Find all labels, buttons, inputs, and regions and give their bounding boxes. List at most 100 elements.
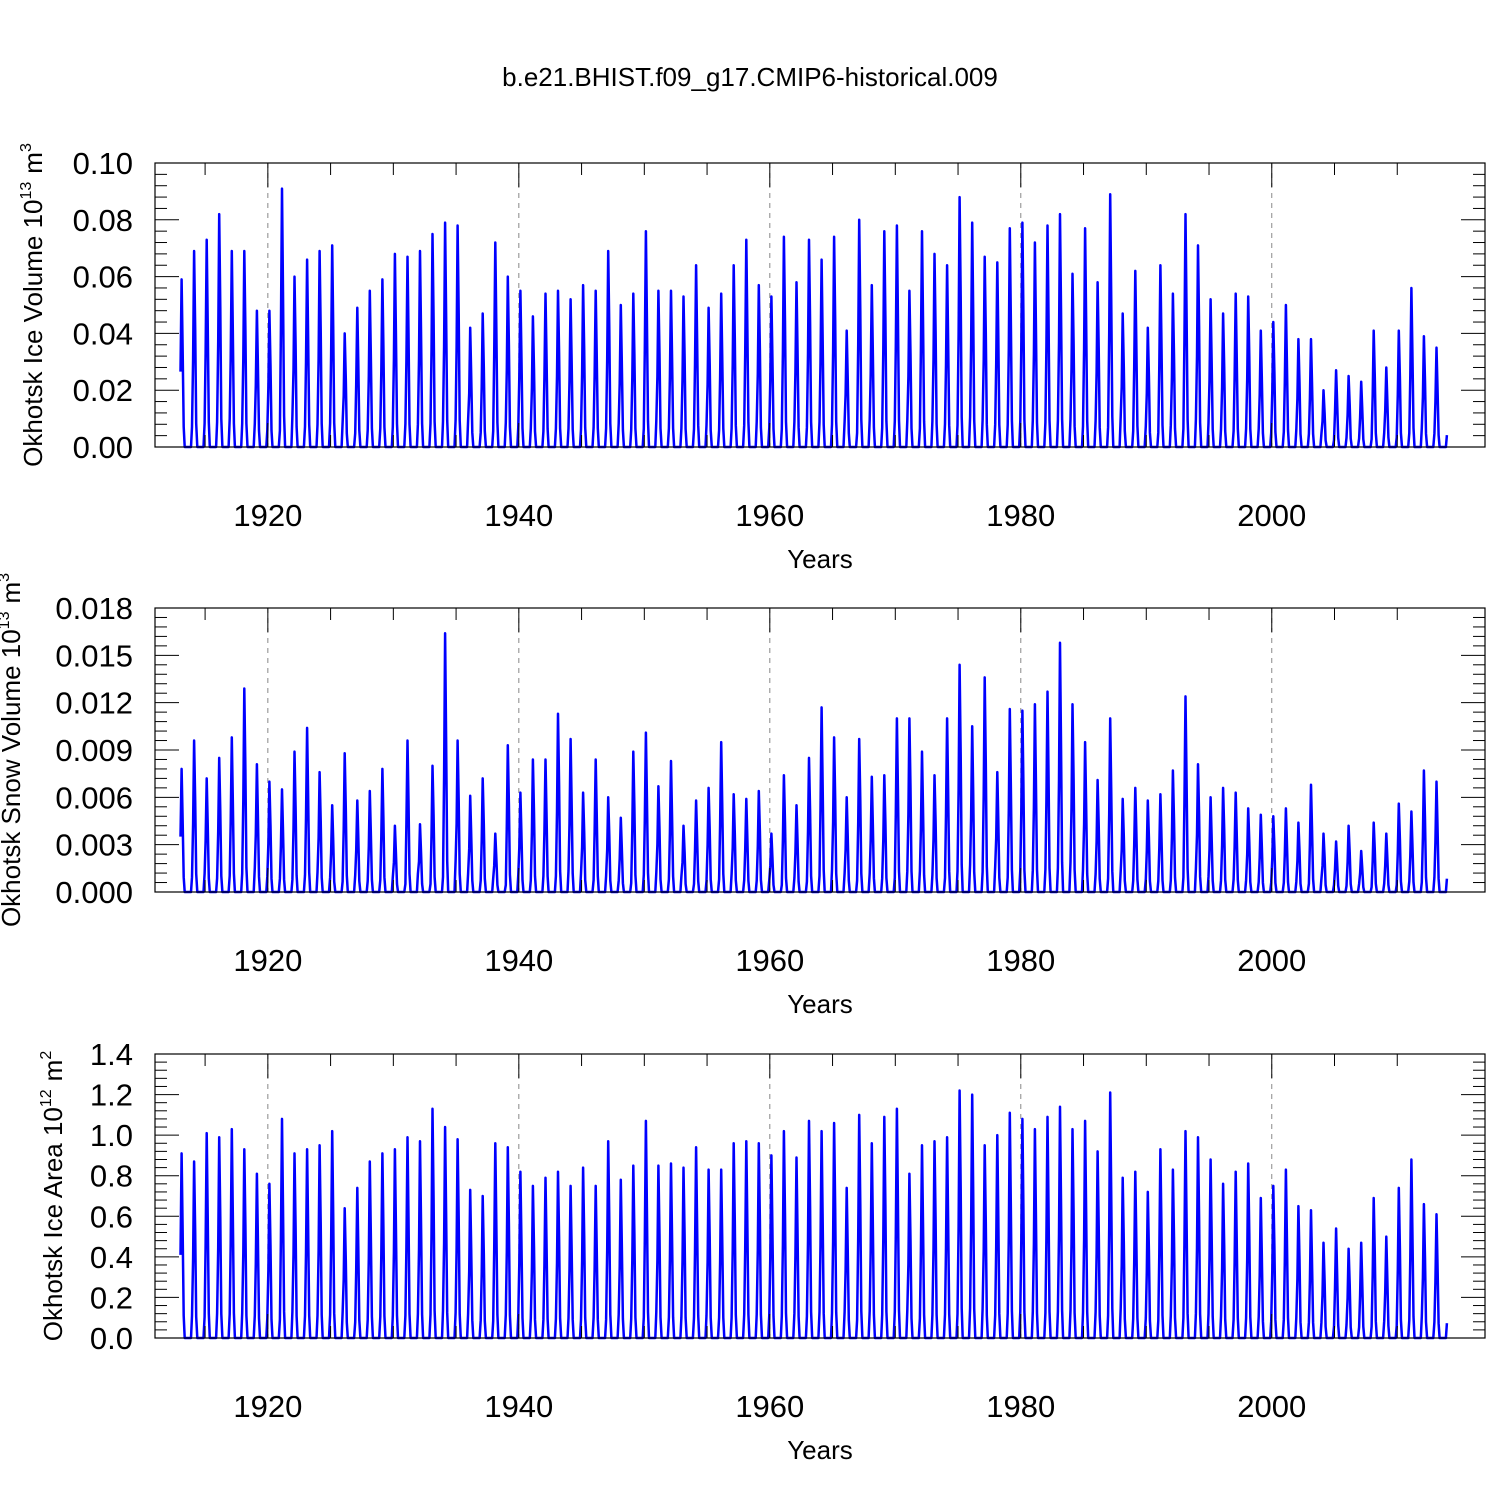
ice-area-annual-peak-point: [431, 1107, 434, 1110]
snow-volume-annual-peak-point: [1034, 703, 1036, 706]
ice-volume-annual-peak-point: [1272, 321, 1275, 323]
snow-volume-annual-peak-point: [1059, 641, 1061, 644]
ice-area-annual-peak-point: [858, 1114, 861, 1116]
ice-volume-x-tick-label: 1940: [484, 498, 553, 533]
ice-area-annual-peak-point: [1209, 1158, 1212, 1161]
snow-volume-annual-peak-point: [343, 752, 346, 754]
ice-area-annual-peak-point: [670, 1162, 672, 1165]
snow-volume-annual-peak-point: [1134, 787, 1137, 789]
ice-volume-annual-peak-point: [632, 292, 635, 295]
ice-area-annual-peak-point: [1234, 1170, 1237, 1173]
snow-volume-annual-peak-point: [381, 768, 384, 770]
ice-volume-x-tick-label: 1980: [986, 498, 1055, 533]
ice-area-annual-peak-point: [1423, 1203, 1425, 1205]
snow-volume-x-tick-label: 1960: [735, 943, 804, 978]
ice-volume-annual-peak-point: [820, 258, 823, 261]
snow-volume-annual-peak-point: [770, 832, 773, 835]
snow-volume-annual-peak-point: [921, 750, 923, 753]
snow-volume-annual-peak-point: [1335, 840, 1337, 843]
ice-area-annual-peak-point: [1134, 1170, 1137, 1173]
ice-volume-annual-peak-point: [1247, 295, 1250, 298]
ice-volume-annual-peak-point: [619, 304, 622, 306]
ice-area-annual-peak-point: [1084, 1120, 1086, 1122]
snow-volume-annual-peak-point: [544, 758, 547, 761]
snow-volume-annual-peak-point: [230, 736, 233, 739]
ice-volume-y-tick-label: 0.10: [73, 146, 133, 181]
ice-volume-annual-peak-point: [745, 238, 748, 241]
snow-volume-annual-peak-point: [1084, 741, 1086, 743]
ice-area-y-axis-label: Okhotsk Ice Area 10: [38, 1107, 68, 1341]
ice-volume-annual-peak-point: [205, 238, 208, 241]
snow-volume-x-tick-label: 1980: [986, 943, 1055, 978]
snow-volume-annual-peak-point: [908, 717, 911, 720]
ice-volume-annual-peak-point: [1310, 338, 1312, 340]
ice-volume-annual-peak-point: [983, 255, 986, 258]
ice-volume-annual-peak-point: [507, 275, 509, 278]
ice-area-annual-peak-point: [381, 1152, 384, 1155]
ice-volume-annual-peak-point: [1410, 287, 1413, 289]
ice-area-annual-peak-point: [356, 1187, 359, 1189]
ice-volume-annual-peak-point: [908, 290, 911, 292]
snow-volume-annual-peak-point: [607, 796, 610, 799]
ice-area-annual-peak-point: [1034, 1128, 1036, 1130]
snow-volume-annual-peak-point: [1322, 832, 1325, 835]
snow-volume-annual-peak-point: [1197, 763, 1199, 765]
snow-volume-annual-peak-point: [896, 717, 898, 720]
ice-volume-x-tick-labels: 1920 1940 1960 1980 2000: [233, 498, 1306, 533]
ice-area-annual-peak-point: [343, 1207, 346, 1209]
snow-volume-x-tick-label: 1920: [233, 943, 302, 978]
ice-area-annual-peak-point: [569, 1185, 572, 1187]
ice-volume-annual-peak-point: [845, 329, 848, 332]
ice-volume-annual-peak-point: [645, 230, 647, 232]
ice-area-y-tick-label: 1.0: [90, 1118, 133, 1153]
ice-area-annual-peak-point: [369, 1160, 371, 1163]
snow-volume-annual-peak-point: [720, 741, 722, 743]
ice-volume-annual-peak-point: [946, 264, 948, 267]
ice-volume-annual-peak-point: [971, 221, 973, 224]
ice-volume-annual-peak-point: [1009, 227, 1011, 230]
snow-volume-annual-peak-point: [456, 739, 459, 742]
ice-area-annual-peak-point: [256, 1172, 258, 1175]
ice-area-y-tick-label: 1.4: [90, 1037, 133, 1072]
ice-volume-annual-peak-point: [256, 309, 258, 312]
snow-volume-annual-peak-point: [205, 777, 208, 780]
snow-volume-annual-peak-point: [582, 791, 584, 794]
ice-volume-annual-peak-point: [456, 224, 459, 227]
snow-volume-annual-peak-point: [268, 780, 271, 783]
snow-volume-annual-peak-point: [657, 785, 660, 788]
ice-area-annual-peak-point: [1172, 1168, 1174, 1171]
ice-area-annual-peak-point: [481, 1195, 484, 1197]
ice-area-annual-peak-point: [619, 1178, 622, 1181]
snow-volume-annual-peak-point: [431, 764, 434, 767]
ice-volume-annual-peak-point: [230, 250, 233, 252]
snow-volume-annual-peak-point: [682, 824, 685, 827]
snow-volume-annual-peak-point: [707, 787, 710, 789]
ice-volume-annual-peak-point: [770, 295, 773, 298]
ice-area-annual-peak-point: [783, 1130, 785, 1132]
ice-area-annual-peak-point: [394, 1148, 396, 1151]
snow-volume-annual-peak-point: [1071, 703, 1074, 706]
snow-volume-annual-peak-point: [1285, 807, 1287, 810]
snow-volume-annual-peak-point: [356, 799, 359, 802]
snow-volume-annual-peak-point: [1297, 821, 1300, 824]
snow-volume-annual-peak-point: [193, 739, 195, 742]
snow-volume-y-tick-label: 0.009: [55, 733, 133, 768]
ice-volume-annual-peak-point: [1084, 227, 1086, 230]
ice-area-annual-peak-point: [1360, 1241, 1362, 1244]
ice-area-x-tick-label: 1980: [986, 1389, 1055, 1424]
ice-volume-annual-peak-point: [343, 332, 346, 335]
ice-volume-plot-frame: [154, 162, 1486, 448]
snow-volume-annual-peak-point: [845, 796, 848, 799]
ice-volume-tick-marks: [155, 162, 1485, 448]
ice-volume-annual-peak-point: [783, 236, 785, 238]
snow-volume-annual-peak-point: [369, 790, 371, 792]
ice-area-tick-marks: [155, 1053, 1485, 1339]
ice-area-panel: 0.0 0.2 0.4 0.6 0.8 1.0 1.2 1.4 1920 1940 1960 198…: [38, 1037, 1486, 1465]
ice-area-annual-peak-point: [180, 1152, 183, 1155]
ice-area-annual-peak-point: [419, 1140, 421, 1143]
ice-volume-annual-peak-point: [1046, 224, 1049, 227]
ice-area-annual-peak-point: [1059, 1105, 1061, 1108]
ice-area-annual-peak-point: [1071, 1128, 1074, 1130]
ice-volume-annual-peak-point: [306, 258, 308, 261]
